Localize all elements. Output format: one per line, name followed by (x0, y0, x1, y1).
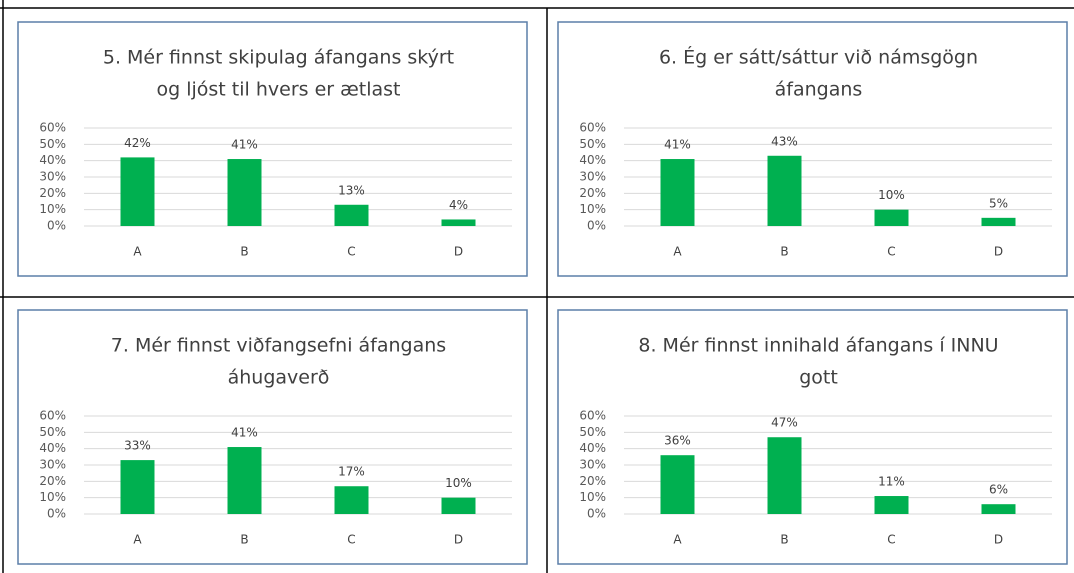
bar (334, 204, 369, 226)
x-tick-label: A (133, 533, 142, 547)
bar (874, 209, 909, 226)
x-tick-label: C (347, 245, 355, 259)
data-label: 33% (124, 439, 151, 453)
y-tick-label: 60% (39, 121, 66, 135)
bar (981, 217, 1016, 226)
bar (227, 447, 262, 514)
data-label: 43% (771, 134, 798, 148)
data-label: 5% (989, 196, 1008, 210)
bar (874, 496, 909, 514)
chart-title: áfangans (775, 79, 863, 101)
y-tick-label: 20% (39, 474, 66, 488)
chart-title: 7. Mér finnst viðfangsefni áfangans (111, 335, 446, 357)
x-tick-label: C (347, 533, 355, 547)
bar (227, 159, 262, 226)
bar (767, 437, 802, 514)
x-tick-label: C (887, 533, 895, 547)
y-tick-label: 50% (39, 425, 66, 439)
x-tick-label: D (994, 533, 1003, 547)
bar (120, 157, 155, 226)
y-tick-label: 10% (579, 202, 606, 216)
data-label: 42% (124, 136, 151, 150)
y-tick-label: 40% (579, 153, 606, 167)
bar (660, 159, 695, 226)
y-tick-label: 10% (579, 490, 606, 504)
y-tick-label: 40% (39, 153, 66, 167)
chart: 8. Mér finnst innihald áfangans í INNU go… (557, 309, 1068, 565)
y-tick-label: 60% (579, 409, 606, 423)
y-tick-label: 30% (579, 458, 606, 472)
y-tick-label: 40% (579, 441, 606, 455)
bar (441, 497, 476, 514)
chart-frame (557, 309, 1068, 565)
chart-frame (17, 21, 528, 277)
y-tick-label: 50% (579, 425, 606, 439)
x-tick-label: B (240, 245, 248, 259)
x-tick-label: A (133, 245, 142, 259)
y-tick-label: 20% (39, 186, 66, 200)
bar (120, 460, 155, 514)
data-label: 10% (445, 476, 472, 490)
chart: 5. Mér finnst skipulag áfangans skýrt og … (17, 21, 528, 277)
x-tick-label: B (780, 245, 788, 259)
data-label: 41% (231, 426, 258, 440)
y-tick-label: 40% (39, 441, 66, 455)
bar (981, 504, 1016, 514)
y-tick-label: 30% (579, 170, 606, 184)
chart-title: 5. Mér finnst skipulag áfangans skýrt (103, 47, 454, 69)
bar (767, 155, 802, 226)
y-tick-label: 50% (39, 137, 66, 151)
bar (660, 455, 695, 514)
bar (334, 486, 369, 514)
chart-frame (17, 309, 528, 565)
data-label: 13% (338, 183, 365, 197)
y-tick-label: 10% (39, 202, 66, 216)
y-tick-label: 0% (587, 219, 606, 233)
x-tick-label: A (673, 245, 682, 259)
x-tick-label: B (780, 533, 788, 547)
y-tick-label: 60% (579, 121, 606, 135)
data-label: 10% (878, 188, 905, 202)
chart-title: gott (799, 367, 838, 389)
y-tick-label: 60% (39, 409, 66, 423)
data-label: 4% (449, 198, 468, 212)
chart-title: 8. Mér finnst innihald áfangans í INNU (638, 335, 998, 357)
data-label: 41% (664, 138, 691, 152)
x-tick-label: B (240, 533, 248, 547)
chart: 7. Mér finnst viðfangsefni áfangans áhuga… (17, 309, 528, 565)
chart-frame (557, 21, 1068, 277)
data-label: 11% (878, 475, 905, 489)
x-tick-label: D (454, 533, 463, 547)
data-label: 36% (664, 434, 691, 448)
chart-title: áhugaverð (228, 367, 330, 389)
bar (441, 219, 476, 226)
data-label: 41% (231, 138, 258, 152)
y-tick-label: 20% (579, 186, 606, 200)
chart-title: og ljóst til hvers er ætlast (157, 79, 401, 101)
y-tick-label: 30% (39, 458, 66, 472)
chart: 6. Ég er sátt/sáttur við námsgögn áfangan… (557, 21, 1068, 277)
x-tick-label: D (994, 245, 1003, 259)
x-tick-label: A (673, 533, 682, 547)
x-tick-label: C (887, 245, 895, 259)
data-label: 17% (338, 465, 365, 479)
y-tick-label: 20% (579, 474, 606, 488)
y-tick-label: 0% (47, 219, 66, 233)
y-tick-label: 0% (587, 507, 606, 521)
x-tick-label: D (454, 245, 463, 259)
y-tick-label: 50% (579, 137, 606, 151)
data-label: 6% (989, 483, 1008, 497)
data-label: 47% (771, 416, 798, 430)
y-tick-label: 30% (39, 170, 66, 184)
y-tick-label: 10% (39, 490, 66, 504)
chart-title: 6. Ég er sátt/sáttur við námsgögn (659, 46, 978, 69)
y-tick-label: 0% (47, 507, 66, 521)
